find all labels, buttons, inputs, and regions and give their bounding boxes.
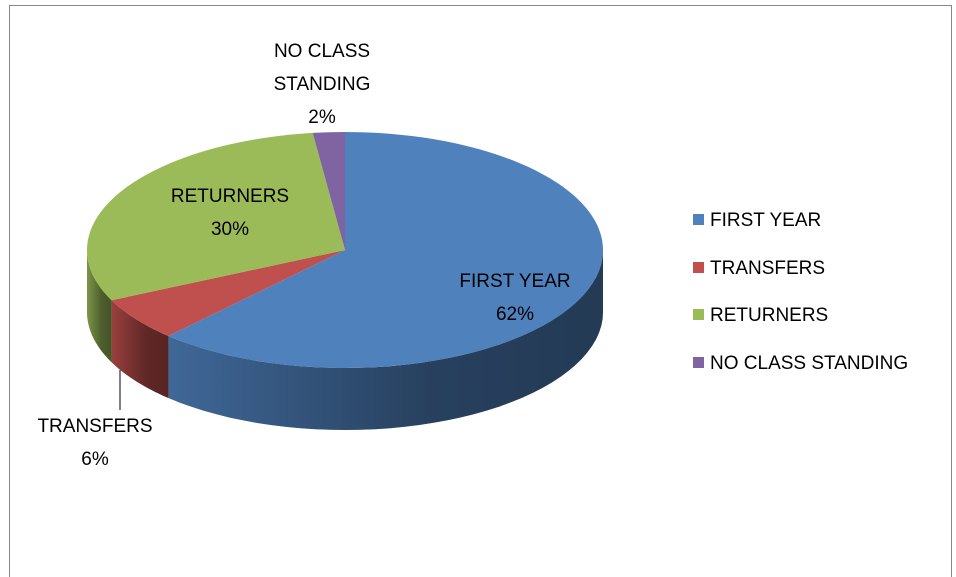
legend-item: TRANSFERS [693,257,826,279]
slice-side-shade [111,300,169,398]
legend-label: NO CLASS STANDING [710,352,909,374]
legend-item: FIRST YEAR [693,211,821,231]
data-label-category: NO CLASS STANDING [273,41,371,95]
slice [312,132,345,250]
legend-swatch [693,356,704,368]
legend-swatch [693,214,704,225]
data-label-value: 62% [495,304,535,325]
data-label-value: 6% [81,449,109,470]
legend-label: FIRST YEAR [710,210,822,231]
data-label-category: TRANSFERS [37,416,153,437]
data-label-category: RETURNERS [170,186,290,207]
chart-border [9,5,952,577]
data-label-value: 2% [308,107,336,128]
data-label: NO CLASS STANDING 2% [252,35,392,134]
slice [168,132,603,369]
slice [87,132,346,301]
legend-swatch [693,261,704,273]
data-label-value: 30% [210,219,250,240]
legend-swatch [693,309,704,320]
data-label: RETURNERS 30% [160,180,300,246]
slice-side-shade [168,250,603,430]
slice-side-shade [87,250,112,363]
legend-label: RETURNERS [710,305,829,326]
slice [111,250,345,337]
legend-item: RETURNERS [693,306,828,326]
legend-item: NO CLASS STANDING [693,352,909,374]
data-label: TRANSFERS 6% [25,410,165,476]
legend-label: TRANSFERS [710,257,826,279]
data-label: FIRST YEAR 62% [445,265,585,331]
data-label-category: FIRST YEAR [459,271,571,292]
